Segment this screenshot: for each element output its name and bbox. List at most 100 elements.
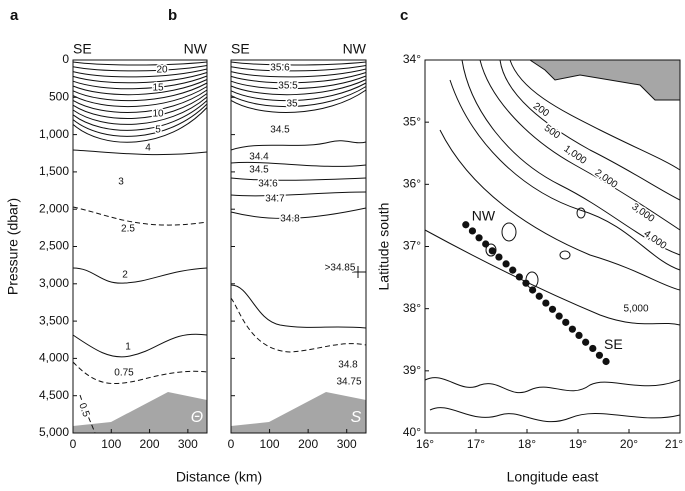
station	[548, 305, 557, 313]
contour-line	[72, 96, 208, 125]
y-tick-label: 4,000	[39, 351, 69, 365]
contour-label: 15	[152, 83, 164, 94]
contour-line	[461, 59, 681, 256]
y-tick-label: 0	[62, 52, 69, 66]
contour-line	[424, 377, 681, 394]
y-tick-label: 1,500	[39, 164, 69, 178]
station	[522, 279, 530, 287]
contour-label: 2.5	[121, 224, 135, 235]
contour-line	[230, 61, 367, 66]
station	[595, 351, 604, 359]
station	[482, 240, 490, 248]
contour-line	[429, 407, 681, 423]
y-tick-label: 38°	[403, 301, 421, 315]
plot-frame	[72, 59, 208, 434]
y-tick-label: 39°	[403, 363, 421, 377]
x-tick-label: 16°	[416, 437, 434, 451]
contour-label: 34.5	[249, 165, 269, 176]
seafloor	[73, 392, 207, 433]
contour-line	[72, 103, 208, 137]
station	[562, 318, 570, 326]
contour-line	[230, 79, 367, 96]
contour-line	[230, 161, 367, 167]
contour-line	[72, 79, 208, 96]
y-tick-label: 3,500	[39, 313, 69, 327]
station	[582, 338, 590, 346]
y-tick-label: 37°	[403, 239, 421, 253]
y-tick-label: 4,500	[39, 388, 69, 402]
y-tick-label: 40°	[403, 425, 421, 439]
contour-line	[230, 140, 367, 151]
contour-line	[230, 75, 367, 90]
x-tick-label: 19°	[569, 437, 587, 451]
contour-label: 35.5	[278, 81, 298, 92]
x-axis-label: Distance (km)	[176, 469, 262, 485]
contour-line	[501, 222, 517, 242]
x-tick-label: 21°	[665, 437, 683, 451]
contour-label: 35.6	[270, 63, 290, 74]
x-tick-label: 100	[260, 437, 280, 451]
point-label: SE	[604, 336, 623, 352]
panel-label: a	[10, 7, 19, 24]
contour-line	[230, 284, 367, 329]
station	[515, 273, 523, 281]
contour-line	[499, 59, 681, 201]
contour-line	[230, 297, 367, 353]
contour-label: 4	[145, 143, 151, 154]
contour-label: 500	[542, 123, 562, 142]
end-label: NW	[343, 41, 367, 57]
contour-label: 35	[286, 99, 298, 110]
end-label: SE	[231, 41, 250, 57]
end-label: NW	[184, 41, 208, 57]
contour-label: 1	[125, 342, 131, 353]
panel-symbol: S	[351, 409, 362, 426]
contour-line	[352, 266, 366, 278]
contour-label: 200	[531, 101, 551, 120]
station	[529, 286, 537, 294]
panel-b-drawing	[230, 140, 367, 433]
contour-label: 34.7	[265, 194, 285, 205]
contour-label: 34.5	[270, 125, 290, 136]
contour-line	[230, 191, 367, 197]
contour-line	[72, 100, 208, 131]
y-tick-label: 3,000	[39, 276, 69, 290]
contour-label: 3,000	[630, 201, 657, 225]
panel-c-drawing	[424, 59, 681, 423]
contour-line	[72, 361, 208, 385]
station	[602, 357, 610, 366]
x-tick-label: 200	[140, 437, 160, 451]
contour-line	[72, 93, 208, 119]
end-label: SE	[73, 41, 92, 57]
contour-label: 34.8	[280, 214, 300, 225]
contour-label: 20	[156, 65, 168, 76]
contour-line	[230, 82, 367, 102]
contour-label: 34.8	[338, 360, 358, 371]
station	[535, 292, 543, 300]
contour-line	[72, 267, 208, 284]
contour-line	[230, 65, 367, 72]
contour-line	[72, 107, 208, 143]
point-label: NW	[472, 207, 496, 223]
contour-label: 34.6	[258, 179, 278, 190]
contour-line	[559, 250, 571, 260]
contour-line	[449, 79, 681, 271]
x-tick-label: 17°	[467, 437, 485, 451]
contour-label: 5,000	[623, 304, 648, 315]
contour-line	[72, 86, 208, 108]
contour-line	[72, 75, 208, 90]
x-tick-label: 200	[298, 437, 318, 451]
contour-line	[230, 86, 367, 108]
land	[528, 59, 681, 101]
y-tick-label: 1,000	[39, 127, 69, 141]
station	[488, 247, 496, 255]
panel-symbol: Θ	[191, 409, 203, 426]
x-axis-label: Longitude east	[507, 469, 599, 485]
contour-line	[230, 89, 367, 113]
x-tick-label: 18°	[518, 437, 536, 451]
station	[555, 312, 563, 320]
contour-line	[72, 68, 208, 78]
contour-line	[509, 59, 681, 171]
contour-line	[230, 68, 367, 78]
station	[468, 227, 477, 235]
